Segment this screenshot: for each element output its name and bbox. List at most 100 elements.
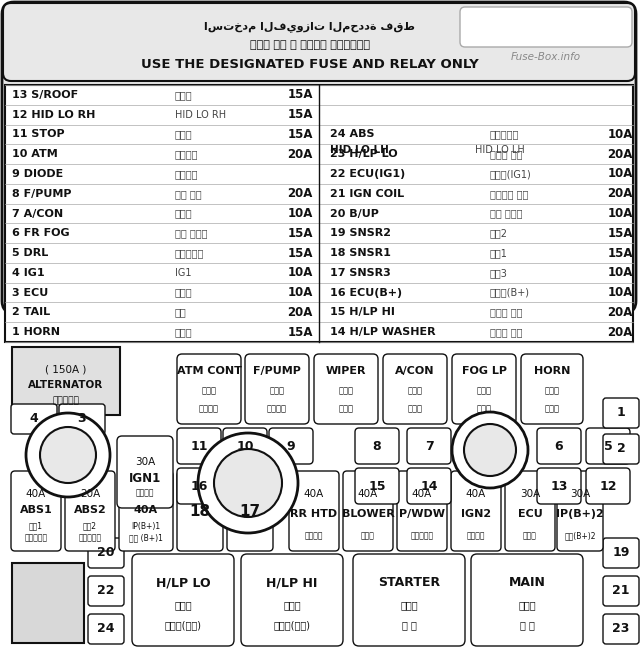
Text: 40A: 40A <box>358 489 378 499</box>
Text: 정지듵: 정지듵 <box>175 130 193 140</box>
FancyBboxPatch shape <box>603 614 639 644</box>
FancyBboxPatch shape <box>521 354 583 424</box>
Text: 2: 2 <box>616 443 625 455</box>
Text: 5 DRL: 5 DRL <box>12 248 48 258</box>
Text: 릴레이: 릴레이 <box>518 600 536 610</box>
Text: IG1: IG1 <box>175 268 191 278</box>
FancyBboxPatch shape <box>132 554 234 646</box>
Text: 20A: 20A <box>287 147 313 160</box>
Text: HID LO RH: HID LO RH <box>175 109 226 120</box>
FancyBboxPatch shape <box>88 576 124 606</box>
Text: 1: 1 <box>616 407 625 419</box>
Text: P/WDW: P/WDW <box>399 509 445 519</box>
Text: 20A: 20A <box>287 187 313 200</box>
Text: 7: 7 <box>424 440 433 453</box>
Text: 13: 13 <box>550 479 568 493</box>
FancyBboxPatch shape <box>460 7 632 47</box>
Text: 20A: 20A <box>287 306 313 319</box>
Text: 30A: 30A <box>135 457 155 467</box>
FancyBboxPatch shape <box>343 471 393 551</box>
Text: ATM CONT: ATM CONT <box>177 366 241 376</box>
Circle shape <box>40 427 96 483</box>
Text: 후진 스위치: 후진 스위치 <box>490 208 522 219</box>
Text: 릴레이: 릴레이 <box>339 386 353 396</box>
Text: HID LO LH: HID LO LH <box>330 145 389 155</box>
FancyBboxPatch shape <box>11 404 57 434</box>
FancyBboxPatch shape <box>245 354 309 424</box>
FancyBboxPatch shape <box>269 428 313 464</box>
Text: 10A: 10A <box>287 267 313 279</box>
FancyBboxPatch shape <box>2 2 636 313</box>
Text: 이씨유: 이씨유 <box>175 288 193 297</box>
Text: 9: 9 <box>287 440 295 453</box>
Text: 10: 10 <box>236 440 253 453</box>
Text: ALTERNATOR: ALTERNATOR <box>28 380 104 390</box>
Text: IGN1: IGN1 <box>129 472 161 485</box>
FancyBboxPatch shape <box>227 471 273 551</box>
Text: 20A: 20A <box>607 326 633 339</box>
Text: IP(B+)1: IP(B+)1 <box>131 521 161 531</box>
FancyBboxPatch shape <box>119 471 173 551</box>
FancyBboxPatch shape <box>355 428 399 464</box>
Text: 24: 24 <box>97 622 115 635</box>
Text: 20A: 20A <box>607 306 633 319</box>
FancyBboxPatch shape <box>407 428 451 464</box>
Text: 20 B/UP: 20 B/UP <box>330 208 379 219</box>
Text: 2 TAIL: 2 TAIL <box>12 307 50 317</box>
Text: 블로워: 블로워 <box>361 531 375 540</box>
FancyBboxPatch shape <box>88 538 124 568</box>
Text: 14: 14 <box>420 479 438 493</box>
Text: 3 ECU: 3 ECU <box>12 288 48 297</box>
FancyBboxPatch shape <box>177 468 221 504</box>
Text: 안개듵: 안개듵 <box>477 405 492 413</box>
FancyBboxPatch shape <box>117 436 173 508</box>
Text: H/LP LO: H/LP LO <box>156 576 211 590</box>
Text: MAIN: MAIN <box>509 576 545 590</box>
Text: 40A: 40A <box>304 489 324 499</box>
Text: 릴레이: 릴레이 <box>283 600 301 610</box>
FancyBboxPatch shape <box>505 471 555 551</box>
FancyBboxPatch shape <box>452 354 516 424</box>
Text: 릴레이: 릴레이 <box>545 386 559 396</box>
Text: 이그니션 코일: 이그니션 코일 <box>490 189 529 198</box>
Text: 연료펜프: 연료펜프 <box>267 405 287 413</box>
Text: 나노 (B+)1: 나노 (B+)1 <box>129 534 163 542</box>
FancyBboxPatch shape <box>88 614 124 644</box>
Text: 15A: 15A <box>607 227 633 240</box>
Text: 21: 21 <box>612 584 630 597</box>
Text: 40A: 40A <box>412 489 432 499</box>
Text: 9 DIODE: 9 DIODE <box>12 169 63 179</box>
FancyBboxPatch shape <box>177 354 241 424</box>
Text: 40A: 40A <box>466 489 486 499</box>
FancyBboxPatch shape <box>353 554 465 646</box>
Text: 23: 23 <box>612 622 630 635</box>
Text: 선서1: 선서1 <box>29 521 43 531</box>
Text: 전조듵(하이): 전조듵(하이) <box>273 620 310 630</box>
Text: 24 ABS: 24 ABS <box>330 130 374 140</box>
Circle shape <box>452 412 528 488</box>
Text: 14 H/LP WASHER: 14 H/LP WASHER <box>330 327 436 337</box>
Text: 릴레이: 릴레이 <box>400 600 418 610</box>
Bar <box>12 563 84 643</box>
Text: 10A: 10A <box>607 286 633 299</box>
Text: 17: 17 <box>239 504 260 519</box>
Text: 18: 18 <box>189 504 211 519</box>
Text: 추방열선: 추방열선 <box>305 531 323 540</box>
Text: 10A: 10A <box>287 286 313 299</box>
Text: 15A: 15A <box>607 246 633 259</box>
Text: 20A: 20A <box>607 147 633 160</box>
Text: USE THE DESIGNATED FUSE AND RELAY ONLY: USE THE DESIGNATED FUSE AND RELAY ONLY <box>141 58 479 71</box>
Text: A/CON: A/CON <box>396 366 435 376</box>
Text: HORN: HORN <box>534 366 570 376</box>
Text: 연료 펜프: 연료 펜프 <box>175 189 202 198</box>
Text: 19: 19 <box>612 546 630 559</box>
Text: 10A: 10A <box>607 128 633 141</box>
Text: 13 S/ROOF: 13 S/ROOF <box>12 90 78 100</box>
Text: 예 인: 예 인 <box>520 620 534 630</box>
Text: 전조듵 로우: 전조듵 로우 <box>490 149 522 159</box>
Text: 15: 15 <box>368 479 386 493</box>
Text: 20A: 20A <box>607 187 633 200</box>
FancyBboxPatch shape <box>407 468 451 504</box>
FancyBboxPatch shape <box>177 471 223 551</box>
Text: RR HTD: RR HTD <box>291 509 337 519</box>
